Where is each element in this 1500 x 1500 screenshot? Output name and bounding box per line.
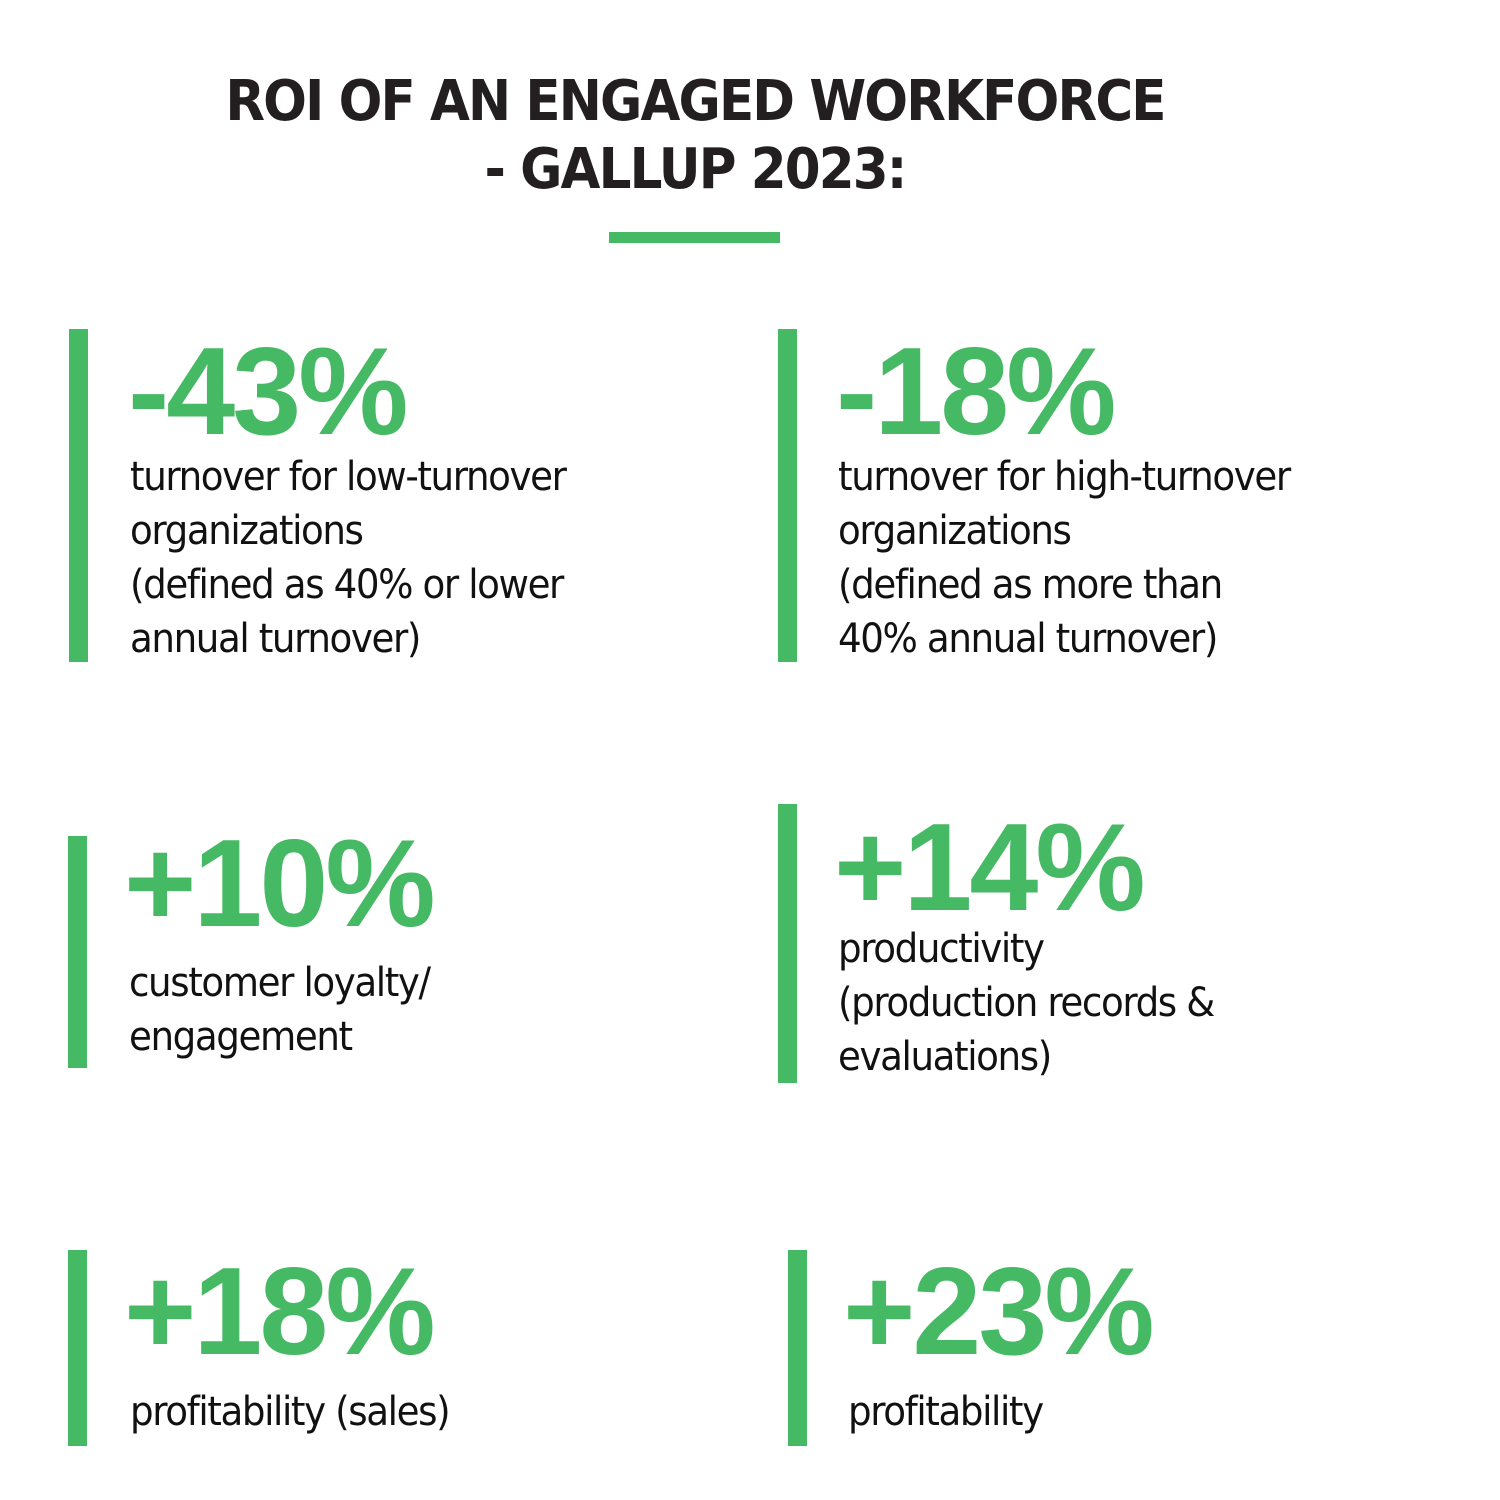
stat-description-line: organizations [130, 508, 364, 554]
stat-description-line: turnover for high-turnover [838, 454, 1291, 500]
stat-description-line: productivity [838, 926, 1045, 972]
stat-accent-bar [778, 329, 797, 662]
stat-description-line: (defined as 40% or lower [130, 562, 564, 608]
stat-accent-bar [788, 1250, 807, 1446]
title-line-2: - GALLUP 2023: [484, 137, 907, 202]
stat-value: +10% [124, 815, 436, 953]
stat-description: productivity (production records & evalu… [838, 922, 1215, 1084]
stat-description: profitability (sales) [130, 1385, 451, 1439]
stat-description: profitability [848, 1385, 1044, 1439]
stat-description-line: organizations [838, 508, 1072, 554]
stat-accent-bar [68, 1250, 87, 1446]
stat-value: -18% [836, 323, 1116, 461]
stat-accent-bar [69, 329, 88, 662]
stat-description: customer loyalty/ engagement [129, 956, 431, 1064]
title-line-1: ROI OF AN ENGAGED WORKFORCE [225, 69, 1166, 134]
stat-description-line: turnover for low-turnover [130, 454, 567, 500]
stat-description-line: (defined as more than [838, 562, 1223, 608]
stat-description-line: 40% annual turnover) [838, 616, 1218, 662]
stat-accent-bar [778, 804, 797, 1083]
stat-description-line: profitability [848, 1389, 1044, 1435]
stat-description-line: engagement [129, 1014, 353, 1060]
stat-value: +23% [843, 1243, 1155, 1381]
stat-accent-bar [68, 836, 87, 1068]
page-title: ROI OF AN ENGAGED WORKFORCE - GALLUP 202… [56, 68, 1335, 204]
stat-description-line: customer loyalty/ [129, 960, 431, 1006]
stat-description: turnover for low-turnover organizations … [130, 450, 567, 666]
stat-value: -43% [128, 323, 408, 461]
stat-description-line: annual turnover) [130, 616, 421, 662]
stat-description-line: (production records & [838, 980, 1215, 1026]
stat-value: +14% [834, 799, 1146, 937]
title-underline [609, 232, 780, 243]
stat-description-line: evaluations) [838, 1034, 1052, 1080]
stat-value: +18% [124, 1243, 436, 1381]
stat-description-line: profitability (sales) [130, 1389, 451, 1435]
stat-description: turnover for high-turnover organizations… [838, 450, 1291, 666]
